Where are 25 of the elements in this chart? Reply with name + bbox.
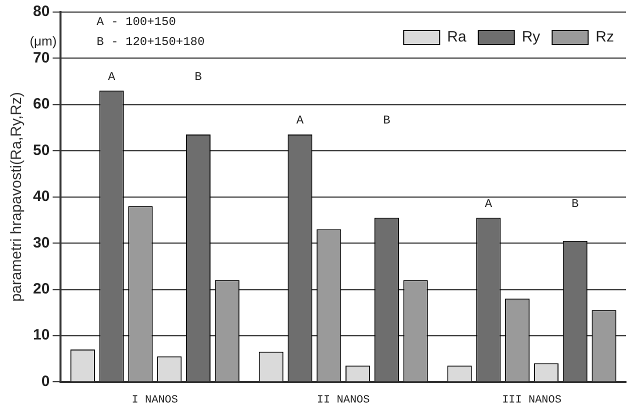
legend-label: Rz [596,28,614,46]
annotation: A [296,114,304,128]
annotation: B - 120+150+180 [96,35,205,50]
y-axis-title: parametri hrapavosti(Ra,Ry,Rz) [8,92,26,302]
annotation: A - 100+150 [96,15,176,30]
x-tick-label: II NANOS [316,394,370,406]
y-tick-label: 50 [32,142,50,159]
y-tick-label: 0 [41,372,50,390]
annotation: A [484,196,493,211]
annotation: B [383,114,390,128]
legend-label: Ry [522,28,541,46]
text: (μm) [30,34,57,49]
y-tick-label: 20 [32,280,50,298]
annotation: A [108,70,116,84]
y-tick-label: 10 [32,326,50,344]
y-tick-label: 40 [32,188,50,206]
y-tick-label: 70 [32,49,50,66]
y-tick-label: 80 [32,3,50,20]
y-tick-label: 60 [32,96,50,113]
x-tick-label: I NANOS [132,394,178,406]
x-tick-label: III NANOS [502,394,562,406]
y-tick-label: 30 [32,234,50,252]
annotation: B [194,70,202,84]
legend-label: Ra [447,28,467,46]
annotation: B [572,196,579,211]
